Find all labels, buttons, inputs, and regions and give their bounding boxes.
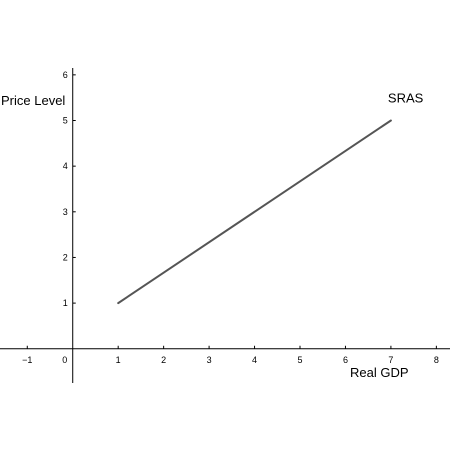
x-tick-label: −1	[22, 355, 32, 365]
x-axis-label: Real GDP	[350, 365, 409, 380]
x-tick-label: 1	[116, 355, 121, 365]
y-tick-label: 6	[63, 70, 68, 80]
ticks: −1 1 2 3 4 5 6 7 8 1 2 3 4 5 6	[22, 70, 439, 365]
y-axis-label: Price Level	[1, 93, 65, 108]
x-tick-label: 8	[434, 355, 439, 365]
sras-line	[117, 119, 392, 305]
x-tick-label: 4	[252, 355, 257, 365]
x-tick-label: 2	[161, 355, 166, 365]
y-tick-label: 3	[63, 207, 68, 217]
y-tick-label: 4	[63, 161, 68, 171]
sras-label: SRAS	[388, 91, 424, 106]
y-tick-label: 1	[63, 298, 68, 308]
origin-label: 0	[62, 355, 67, 365]
x-tick-label: 5	[297, 355, 302, 365]
series: SRAS	[117, 91, 424, 305]
y-tick-label: 2	[63, 252, 68, 262]
x-tick-label: 7	[388, 355, 393, 365]
x-tick-label: 6	[343, 355, 348, 365]
x-tick-label: 3	[207, 355, 212, 365]
y-tick-label: 5	[63, 116, 68, 126]
